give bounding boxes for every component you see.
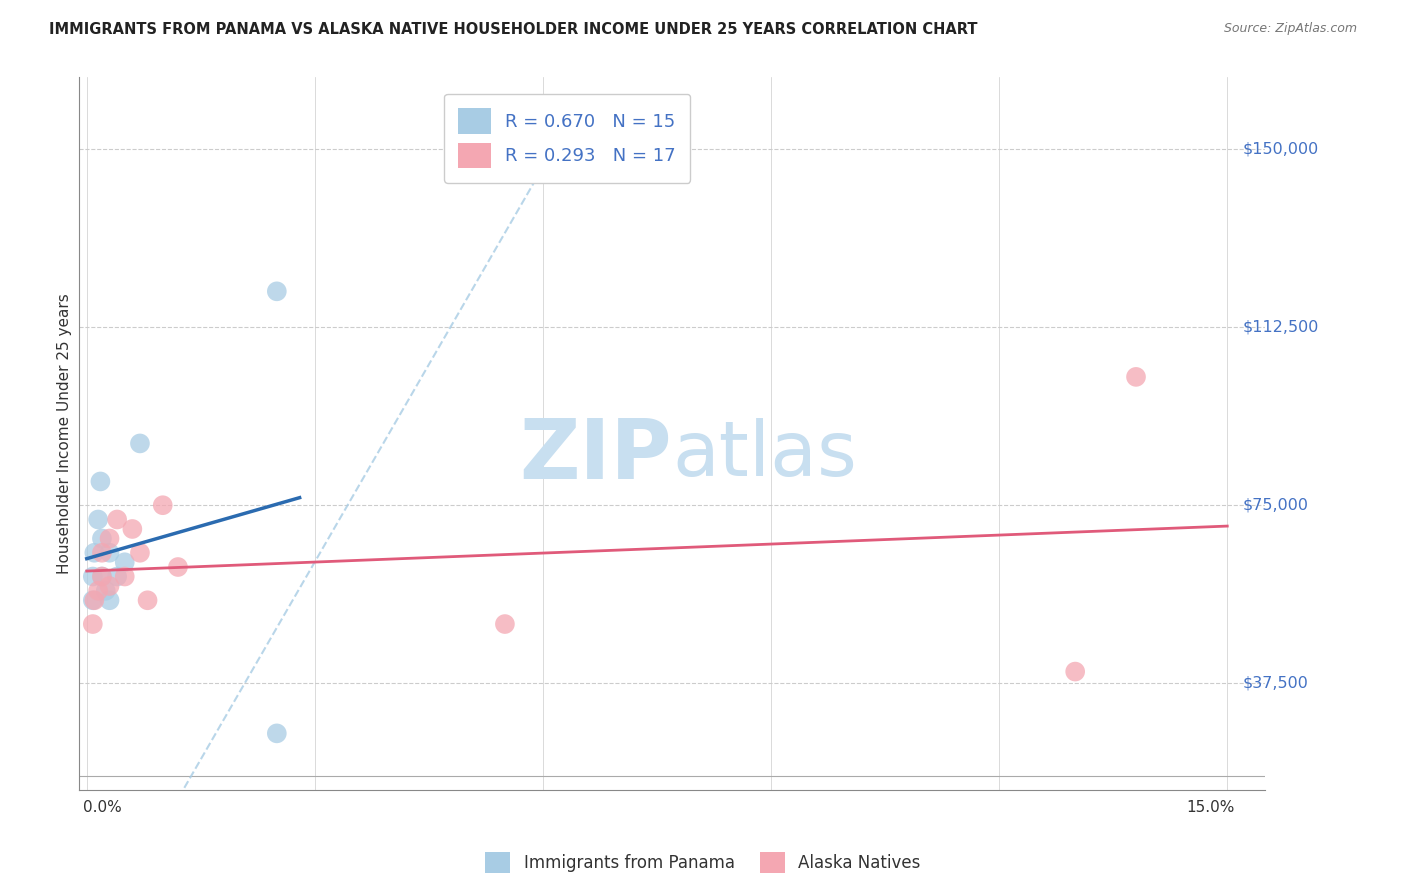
Point [82, 593, 104, 607]
Point [91, 546, 114, 560]
Point [129, 546, 152, 560]
Point [1064, 665, 1087, 679]
Point [83, 593, 105, 607]
Point [91, 569, 114, 583]
Text: atlas: atlas [672, 418, 858, 492]
Point [89, 475, 111, 489]
Point [91, 532, 114, 546]
Point [82, 569, 104, 583]
Point [98, 532, 121, 546]
Point [114, 555, 136, 569]
Legend: Immigrants from Panama, Alaska Natives: Immigrants from Panama, Alaska Natives [479, 846, 927, 880]
Text: IMMIGRANTS FROM PANAMA VS ALASKA NATIVE HOUSEHOLDER INCOME UNDER 25 YEARS CORREL: IMMIGRANTS FROM PANAMA VS ALASKA NATIVE … [49, 22, 977, 37]
Point [1125, 370, 1147, 384]
Point [121, 522, 143, 536]
Point [87, 583, 110, 598]
Point [152, 498, 174, 512]
Point [266, 285, 288, 299]
Legend: R = 0.670   N = 15, R = 0.293   N = 17: R = 0.670 N = 15, R = 0.293 N = 17 [444, 94, 690, 183]
Point [87, 512, 110, 526]
Point [83, 546, 105, 560]
Text: 15.0%: 15.0% [1187, 800, 1234, 815]
Point [136, 593, 159, 607]
Y-axis label: Householder Income Under 25 years: Householder Income Under 25 years [58, 293, 72, 574]
Text: ZIP: ZIP [520, 415, 672, 496]
Point [167, 560, 190, 574]
Text: $37,500: $37,500 [1243, 676, 1309, 691]
Point [94, 583, 117, 598]
Point [98, 546, 121, 560]
Point [494, 617, 516, 632]
Point [82, 617, 104, 632]
Point [105, 512, 128, 526]
Point [98, 579, 121, 593]
Text: 0.0%: 0.0% [83, 800, 122, 815]
Text: Source: ZipAtlas.com: Source: ZipAtlas.com [1223, 22, 1357, 36]
Point [91, 569, 114, 583]
Point [105, 569, 128, 583]
Text: $75,000: $75,000 [1243, 498, 1309, 513]
Point [114, 569, 136, 583]
Text: $150,000: $150,000 [1243, 141, 1319, 156]
Point [266, 726, 288, 740]
Point [129, 436, 152, 450]
Point [98, 593, 121, 607]
Text: $112,500: $112,500 [1243, 319, 1319, 334]
